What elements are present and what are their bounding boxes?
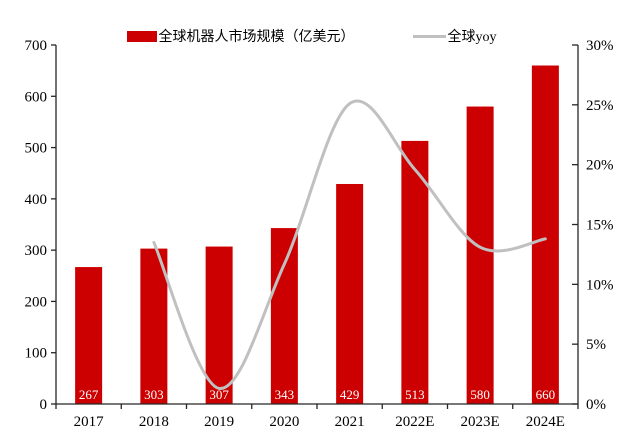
left-axis-tick-label: 0 bbox=[40, 397, 48, 413]
bar-2022E[interactable] bbox=[401, 140, 429, 404]
bar-2020[interactable] bbox=[270, 228, 298, 404]
x-axis-category-label: 2018 bbox=[139, 414, 169, 430]
legend-item-market[interactable]: 全球机器人市场规模（亿美元） bbox=[126, 26, 355, 46]
left-axis-tick-label: 100 bbox=[25, 346, 48, 362]
bar-2017[interactable] bbox=[75, 267, 103, 404]
yoy-line[interactable] bbox=[152, 99, 547, 390]
bar-value-label: 267 bbox=[79, 387, 99, 402]
left-axis-tick-label: 700 bbox=[25, 38, 48, 54]
right-axis-tick-label: 15% bbox=[586, 218, 614, 234]
bar-value-label: 580 bbox=[470, 387, 490, 402]
right-axis-tick-label: 10% bbox=[586, 277, 614, 293]
left-axis-tick-label: 400 bbox=[25, 192, 48, 208]
left-axis-tick-label: 300 bbox=[25, 243, 48, 259]
legend-item-yoy[interactable]: 全球yoy bbox=[412, 26, 497, 46]
x-axis-category-label: 2019 bbox=[204, 414, 234, 430]
left-axis-tick-label: 600 bbox=[25, 89, 48, 105]
bar-value-label: 660 bbox=[536, 387, 556, 402]
bar-value-label: 513 bbox=[405, 387, 425, 402]
bar-2021[interactable] bbox=[336, 183, 364, 404]
x-axis-category-label: 2023E bbox=[461, 414, 500, 430]
legend-yoy-label: 全球yoy bbox=[447, 30, 497, 45]
legend-bar-swatch-icon bbox=[126, 30, 157, 42]
chart-legend: 全球机器人市场规模（亿美元） 全球yoy bbox=[0, 26, 623, 46]
right-axis-tick-label: 0% bbox=[586, 397, 606, 413]
x-axis-category-label: 2024E bbox=[526, 414, 565, 430]
bar-2024E[interactable] bbox=[531, 65, 559, 404]
right-axis-tick-label: 5% bbox=[586, 337, 606, 353]
right-axis-tick-label: 25% bbox=[586, 98, 614, 114]
left-axis-tick-label: 200 bbox=[25, 294, 48, 310]
left-axis-tick-label: 500 bbox=[25, 141, 48, 157]
x-axis-category-label: 2022E bbox=[395, 414, 434, 430]
bar-value-label: 429 bbox=[340, 387, 360, 402]
bar-2023E[interactable] bbox=[466, 106, 494, 405]
legend-line-swatch-icon bbox=[412, 34, 446, 38]
x-axis-category-label: 2020 bbox=[269, 414, 299, 430]
bar-value-label: 343 bbox=[275, 387, 295, 402]
bar-value-label: 303 bbox=[144, 387, 164, 402]
x-axis-category-label: 2021 bbox=[335, 414, 365, 430]
x-axis-category-label: 2017 bbox=[74, 414, 105, 430]
right-axis-tick-label: 20% bbox=[586, 158, 614, 174]
right-axis-tick-label: 30% bbox=[586, 38, 614, 54]
bar-2018[interactable] bbox=[140, 248, 168, 404]
bar-value-label: 307 bbox=[209, 387, 229, 402]
legend-market-label: 全球机器人市场规模（亿美元） bbox=[158, 30, 355, 45]
bar-2019[interactable] bbox=[205, 246, 233, 404]
